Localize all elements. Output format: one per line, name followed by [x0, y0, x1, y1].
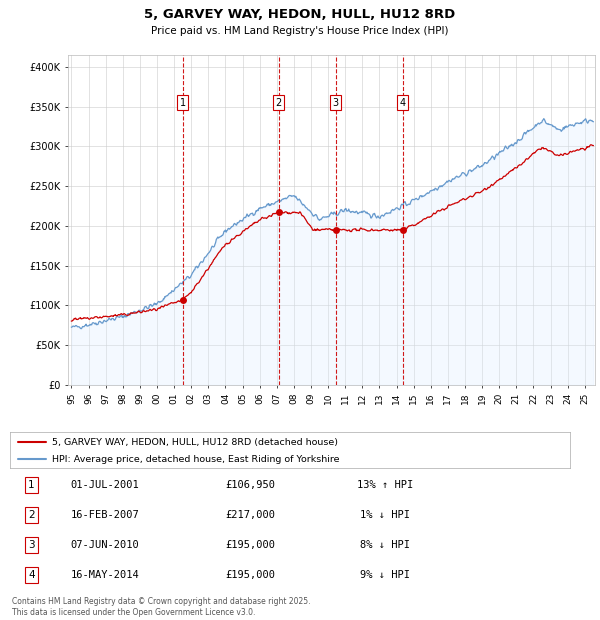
Text: 9% ↓ HPI: 9% ↓ HPI: [360, 570, 410, 580]
Text: Price paid vs. HM Land Registry's House Price Index (HPI): Price paid vs. HM Land Registry's House …: [151, 26, 449, 36]
Text: 3: 3: [332, 98, 338, 108]
Text: 5, GARVEY WAY, HEDON, HULL, HU12 8RD: 5, GARVEY WAY, HEDON, HULL, HU12 8RD: [145, 8, 455, 21]
Text: £217,000: £217,000: [226, 510, 276, 520]
Text: 13% ↑ HPI: 13% ↑ HPI: [357, 480, 413, 490]
Text: £195,000: £195,000: [226, 570, 276, 580]
Text: 8% ↓ HPI: 8% ↓ HPI: [360, 540, 410, 550]
Text: 16-FEB-2007: 16-FEB-2007: [71, 510, 140, 520]
Text: 3: 3: [28, 540, 35, 550]
Text: 07-JUN-2010: 07-JUN-2010: [71, 540, 140, 550]
Text: 16-MAY-2014: 16-MAY-2014: [71, 570, 140, 580]
Text: 5, GARVEY WAY, HEDON, HULL, HU12 8RD (detached house): 5, GARVEY WAY, HEDON, HULL, HU12 8RD (de…: [52, 438, 338, 446]
Text: 1% ↓ HPI: 1% ↓ HPI: [360, 510, 410, 520]
Text: 4: 4: [28, 570, 35, 580]
Text: Contains HM Land Registry data © Crown copyright and database right 2025.
This d: Contains HM Land Registry data © Crown c…: [12, 598, 311, 617]
Text: 01-JUL-2001: 01-JUL-2001: [71, 480, 140, 490]
Text: £106,950: £106,950: [226, 480, 276, 490]
Text: 1: 1: [179, 98, 186, 108]
Text: 1: 1: [28, 480, 35, 490]
Text: £195,000: £195,000: [226, 540, 276, 550]
Text: 2: 2: [275, 98, 282, 108]
Text: HPI: Average price, detached house, East Riding of Yorkshire: HPI: Average price, detached house, East…: [52, 454, 340, 464]
Text: 4: 4: [400, 98, 406, 108]
Text: 2: 2: [28, 510, 35, 520]
